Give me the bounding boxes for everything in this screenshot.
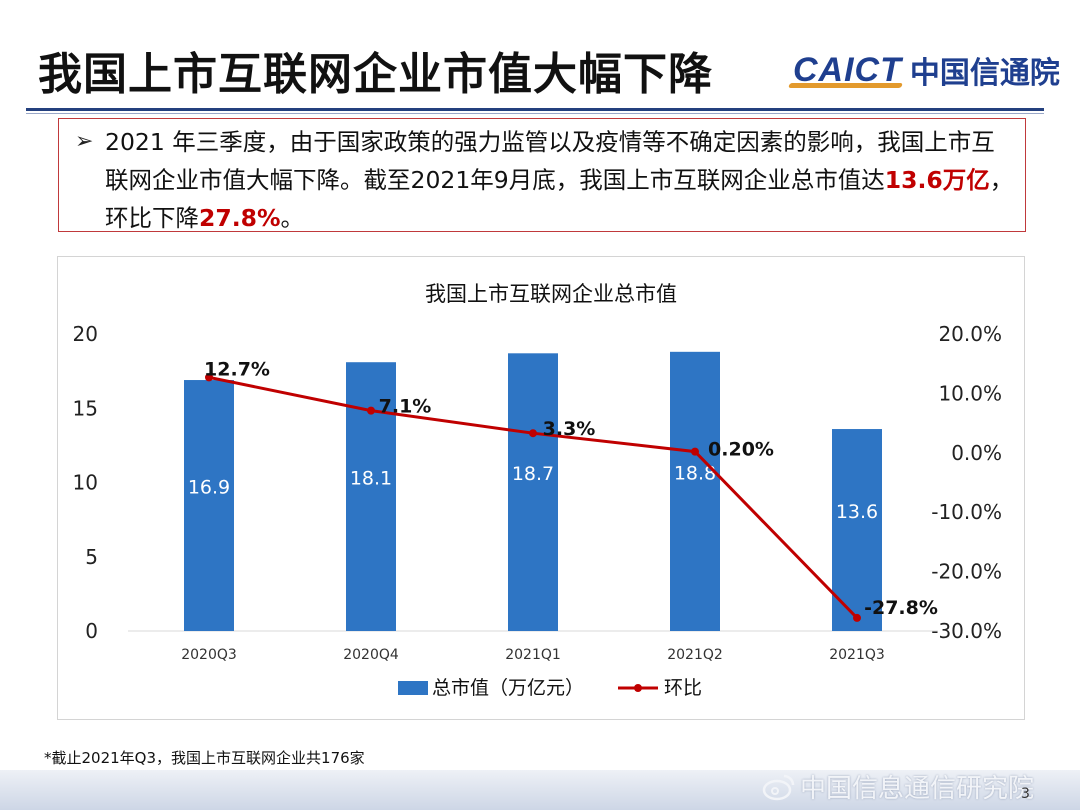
logo-en: CAICT: [788, 50, 903, 90]
chart-frame: 我国上市互联网企业总市值 0 5 10 15 20 -30.0% -20.0% -10.0% 0.…: [57, 256, 1025, 720]
legend-swatch-line-marker: [634, 684, 642, 692]
footnote: *截止2021年Q3，我国上市互联网企业共176家: [44, 749, 365, 767]
title-rule-thin: [26, 113, 1044, 114]
bar-market-cap: [184, 380, 234, 631]
bar-data-label: 18.8: [674, 462, 716, 484]
line-data-label: -27.8%: [864, 597, 938, 619]
slide-title: 我国上市互联网企业市值大幅下降: [38, 49, 713, 100]
summary-highlight-value: 13.6万亿: [884, 166, 990, 194]
y-right-tick-label: -30.0%: [931, 619, 1002, 643]
x-tick-label: 2021Q1: [505, 647, 561, 663]
bar-data-label: 16.9: [188, 477, 230, 499]
logo-cn: 中国信通院: [909, 56, 1060, 91]
summary-part2: ，环比下降: [105, 166, 1014, 232]
line-point: [691, 447, 699, 456]
y-left-tick-label: 5: [85, 545, 98, 569]
line-point: [853, 613, 861, 622]
legend-label-bar: 总市值（万亿元）: [432, 677, 584, 699]
line-point: [205, 373, 213, 382]
bullet-arrow-icon: ➢: [75, 129, 94, 154]
page-number: 3: [1021, 786, 1030, 802]
line-data-label: 7.1%: [379, 396, 432, 418]
y-right-tick-label: -10.0%: [931, 500, 1002, 524]
legend-label-line: 环比: [664, 677, 702, 699]
line-point: [529, 429, 537, 438]
y-right-tick-label: 0.0%: [951, 441, 1002, 465]
x-tick-label: 2021Q2: [667, 647, 723, 663]
bar-market-cap: [508, 353, 558, 631]
bar-market-cap: [832, 429, 882, 631]
bar-data-label: 18.1: [350, 468, 392, 490]
y-left-tick-label: 10: [73, 471, 98, 495]
y-left-tick-label: 15: [73, 396, 98, 420]
y-left-tick-label: 20: [73, 322, 98, 346]
legend-swatch-bar: [398, 681, 428, 695]
summary-part1: 2021 年三季度，由于国家政策的强力监管以及疫情等不确定因素的影响，我国上市互…: [105, 128, 995, 194]
x-tick-label: 2020Q4: [343, 647, 399, 663]
weibo-icon: [762, 774, 795, 801]
bar-data-label: 13.6: [836, 501, 878, 523]
y-right-tick-label: 10.0%: [938, 381, 1002, 405]
x-tick-label: 2020Q3: [181, 647, 237, 663]
line-point: [367, 406, 375, 415]
summary-highlight-percent: 27.8%: [199, 204, 281, 232]
caict-logo: CAICT 中国信通院: [788, 48, 1060, 92]
bar-market-cap: [670, 351, 720, 631]
market-cap-chart: 我国上市互联网企业总市值 0 5 10 15 20 -30.0% -20.0% -10.0% 0.…: [73, 282, 1002, 699]
line-data-label: 12.7%: [204, 358, 270, 380]
y-right-tick-label: -20.0%: [931, 560, 1002, 584]
x-tick-label: 2021Q3: [829, 647, 885, 663]
weibo-watermark: 中国信息通信研究院: [800, 768, 1034, 805]
summary-part3: 。: [280, 204, 305, 232]
y-left-tick-label: 0: [85, 619, 98, 643]
y-right-tick-label: 20.0%: [938, 322, 1002, 346]
summary-callout: ➢ 2021 年三季度，由于国家政策的强力监管以及疫情等不确定因素的影响，我国上…: [58, 118, 1026, 232]
chart-title: 我国上市互联网企业总市值: [425, 282, 677, 306]
logo-en-text: CAICT: [793, 50, 902, 89]
summary-text: 2021 年三季度，由于国家政策的强力监管以及疫情等不确定因素的影响，我国上市互…: [105, 123, 1015, 237]
bottom-band: [0, 770, 1080, 810]
weibo-watermark-text: 中国信息通信研究院: [800, 774, 1035, 804]
line-data-label: 0.20%: [708, 439, 774, 461]
title-rule: [26, 108, 1044, 111]
bar-data-label: 18.7: [512, 463, 554, 485]
line-data-label: 3.3%: [543, 418, 596, 440]
